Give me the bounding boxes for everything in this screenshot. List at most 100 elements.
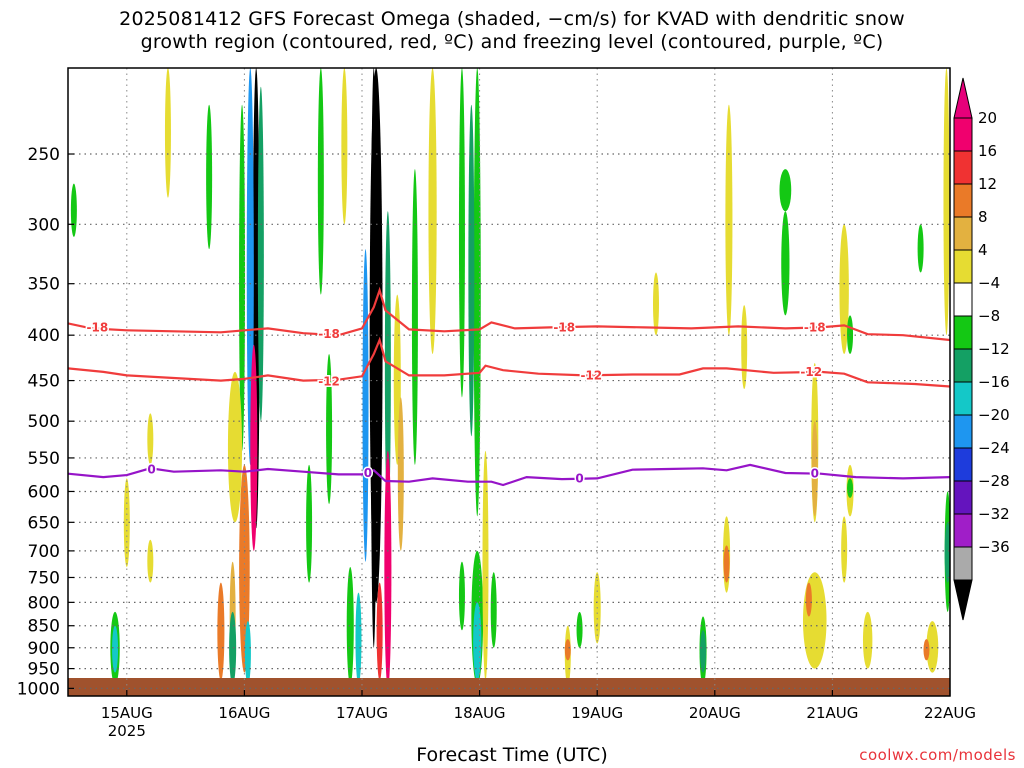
y-tick-label-850: 850	[28, 617, 60, 637]
omega-patch-21	[411, 169, 418, 465]
colorbar-label-7: −12	[978, 340, 1010, 358]
colorbar-bottom-triangle	[953, 579, 973, 621]
omega-patch-53	[779, 169, 792, 212]
omega-patch-31	[490, 572, 497, 648]
colorbar-top-triangle	[953, 77, 973, 119]
colorbar-swatch-11	[953, 480, 973, 515]
omega-patch-52	[741, 305, 748, 390]
omega-patch-34	[147, 539, 154, 583]
x-tick-label-15AUG: 15AUG	[101, 704, 153, 722]
colorbar-label-5: −4	[978, 274, 1000, 292]
omega-patch-50	[723, 545, 730, 583]
omega-patch-32	[428, 68, 437, 354]
colorbar-label-9: −20	[978, 406, 1010, 424]
colorbar-label-3: 8	[978, 208, 988, 226]
colorbar-label-1: 16	[978, 142, 997, 160]
omega-patch-5	[250, 344, 258, 551]
y-tick-label-500: 500	[28, 412, 60, 432]
contour-label-7: 0	[147, 463, 155, 477]
contour-label-0: -18	[87, 320, 109, 334]
omega-patch-70	[917, 224, 924, 273]
y-tick-label-550: 550	[28, 449, 60, 469]
omega-patch-25	[473, 68, 481, 517]
contour-label-5: -12	[580, 368, 602, 382]
omega-patch-33	[482, 450, 489, 681]
omega-patch-9	[244, 621, 251, 685]
omega-patch-23	[306, 464, 313, 583]
contour-line-0c	[68, 463, 950, 487]
colorbar-swatch-13	[953, 546, 973, 581]
omega-patch-64	[862, 611, 873, 669]
colorbar-label-12: −32	[978, 505, 1010, 523]
y-tick-label-750: 750	[28, 568, 60, 588]
credit-text: coolwx.com/models	[859, 746, 1016, 764]
contour-label-8: 0	[364, 466, 372, 480]
colorbar-label-11: −28	[978, 472, 1010, 490]
omega-patch-14	[384, 211, 391, 523]
omega-patch-2	[239, 104, 246, 451]
chart-title-line-1: 2025081412 GFS Forecast Omega (shaded, −…	[119, 8, 905, 30]
omega-patch-68	[944, 522, 950, 583]
colorbar-swatch-0	[953, 117, 973, 152]
omega-patch-27	[458, 68, 465, 398]
y-tick-label-300: 300	[28, 215, 60, 235]
omega-patch-12	[370, 68, 377, 648]
y-tick-label-250: 250	[28, 145, 60, 165]
y-tick-label-950: 950	[28, 660, 60, 680]
omega-patch-56	[811, 421, 818, 517]
omega-patch-44	[564, 639, 571, 661]
omega-patch-71	[653, 272, 659, 336]
omega-patch-10	[227, 371, 243, 523]
omega-patch-69	[943, 68, 950, 336]
colorbar-swatch-3	[953, 216, 973, 251]
chart-title: 2025081412 GFS Forecast Omega (shaded, −…	[0, 8, 1024, 54]
contour-label-2: -18	[553, 320, 575, 334]
omega-patch-30	[458, 561, 465, 631]
omega-patch-19	[346, 567, 354, 685]
ground-surface	[68, 678, 950, 696]
contour-label-1: -18	[318, 327, 340, 341]
plot-frame	[67, 67, 951, 697]
omega-patch-13	[362, 249, 369, 562]
colorbar-label-6: −8	[978, 307, 1000, 325]
omega-patch-66	[923, 639, 930, 661]
omega-patch-48	[700, 630, 707, 673]
y-tick-label-400: 400	[28, 326, 60, 346]
omega-patch-22	[317, 68, 324, 295]
omega-patch-41	[341, 68, 348, 225]
colorbar-swatch-6	[953, 315, 973, 350]
y-tick-label-800: 800	[28, 593, 60, 613]
omega-patch-65	[926, 621, 939, 673]
omega-patch-16	[384, 450, 392, 689]
colorbar-label-0: 20	[978, 109, 997, 127]
omega-patch-7	[217, 582, 225, 681]
contour-label-4: -12	[318, 374, 340, 388]
omega-patch-17	[376, 582, 383, 681]
x-tick-label-22AUG: 22AUG	[924, 704, 976, 722]
x-tick-label-17AUG: 17AUG	[336, 704, 388, 722]
contour-label-10: 0	[811, 467, 819, 481]
contour-line--12c	[68, 336, 950, 388]
omega-patch-58	[805, 582, 812, 617]
omega-patch-38	[147, 413, 154, 465]
contour-label-3: -18	[804, 320, 826, 334]
colorbar-label-4: 4	[978, 241, 988, 259]
contour-line--18c	[68, 286, 950, 342]
omega-patch-40	[164, 68, 171, 198]
colorbar-swatch-12	[953, 513, 973, 548]
omega-patch-39	[206, 104, 213, 250]
omega-patch-46	[576, 611, 583, 648]
colorbar-swatch-10	[953, 447, 973, 482]
x-tick-label-16AUG: 16AUG	[218, 704, 270, 722]
omega-patch-18	[397, 397, 404, 551]
omega-patch-26	[468, 104, 475, 437]
y-tick-label-700: 700	[28, 542, 60, 562]
colorbar-swatch-1	[953, 150, 973, 185]
colorbar-swatch-8	[953, 381, 973, 416]
omega-patch-51	[725, 104, 733, 336]
x-tick-label-18AUG: 18AUG	[454, 704, 506, 722]
colorbar-label-10: −24	[978, 439, 1010, 457]
omega-patch-29	[473, 602, 482, 681]
contour-label-6: -12	[800, 365, 822, 379]
omega-patch-3	[257, 86, 264, 422]
